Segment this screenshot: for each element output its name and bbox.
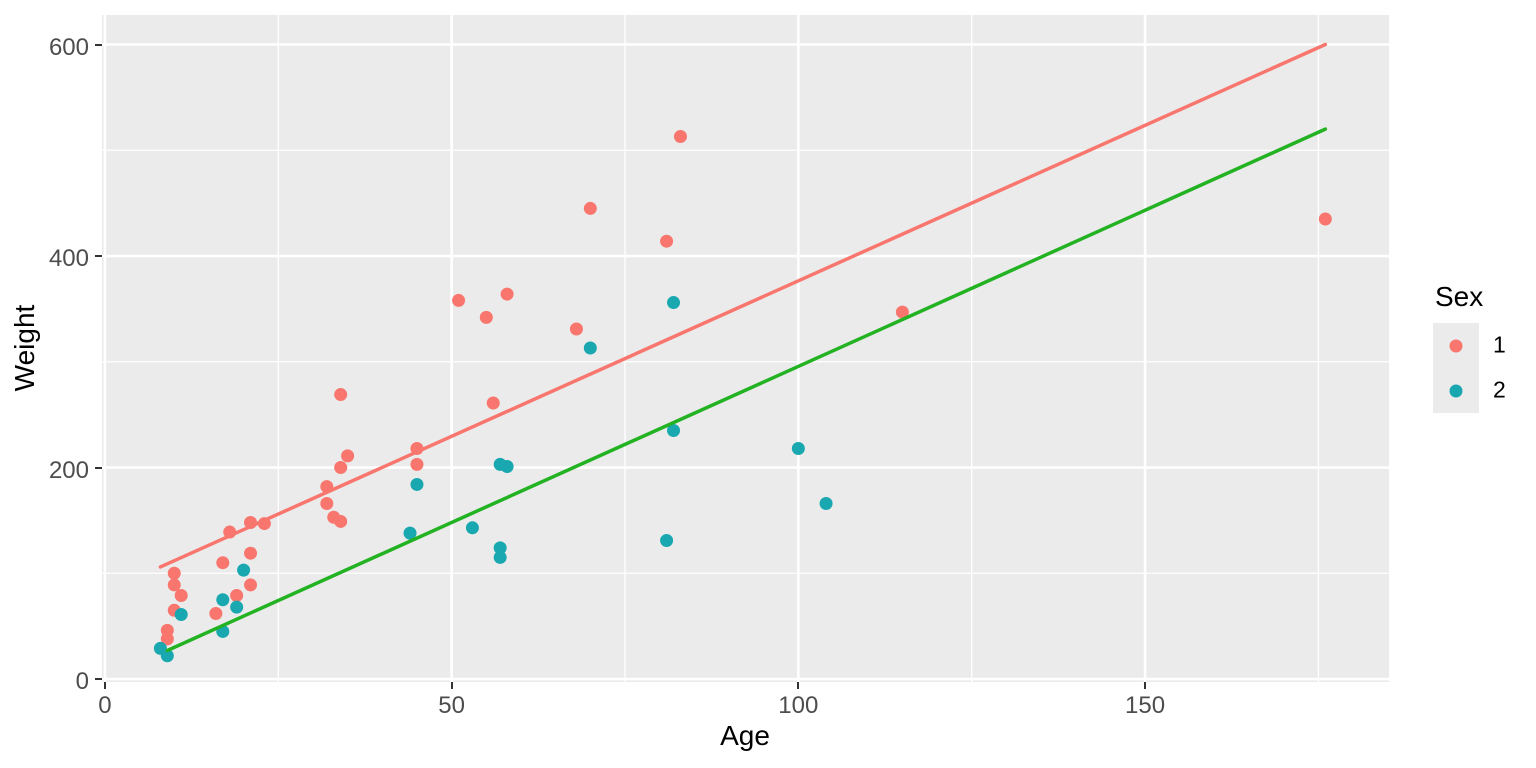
data-point-sex1 [209, 606, 223, 620]
y-tick-label: 200 [48, 456, 89, 484]
data-point-sex1 [486, 396, 500, 410]
data-point-sex1 [452, 293, 466, 307]
y-tick-label: 600 [48, 33, 89, 61]
legend-dot-sex2-icon [1449, 384, 1463, 397]
data-point-sex2 [819, 496, 833, 510]
data-point-sex2 [230, 600, 244, 614]
data-point-sex1 [1318, 212, 1332, 226]
x-tick-label: 100 [778, 692, 819, 719]
legend: Sex 1 2 [1389, 0, 1536, 768]
data-point-sex1 [174, 588, 188, 602]
legend-label-sex2: 2 [1493, 376, 1506, 403]
y-tick-mark [95, 255, 102, 258]
data-point-sex2 [493, 541, 507, 555]
data-point-sex2 [493, 550, 507, 564]
legend-title: Sex [1435, 281, 1484, 312]
data-point-sex2 [667, 296, 681, 310]
x-axis-title: Age [720, 720, 770, 751]
data-point-sex1 [216, 556, 230, 570]
data-point-sex1 [500, 287, 514, 301]
plot-panel [102, 15, 1389, 682]
data-point-sex1 [167, 578, 181, 592]
data-point-sex1 [320, 496, 334, 510]
legend-label-sex1: 1 [1493, 331, 1506, 358]
data-point-sex2 [174, 608, 188, 622]
data-point-sex1 [160, 623, 174, 637]
data-point-sex2 [160, 649, 174, 663]
data-point-sex1 [334, 461, 348, 475]
data-point-sex2 [791, 441, 805, 455]
data-point-sex1 [479, 310, 493, 324]
data-point-sex2 [500, 459, 514, 473]
chart-canvas [102, 15, 1389, 682]
x-tick-label: 50 [438, 692, 465, 719]
data-point-sex2 [465, 521, 479, 535]
y-tick-mark [95, 466, 102, 469]
y-tick-mark [95, 678, 102, 681]
x-tick-mark [450, 682, 453, 689]
data-point-sex1 [895, 305, 909, 319]
x-tick-mark [103, 682, 106, 689]
legend-dot-sex1-icon [1449, 339, 1463, 352]
data-point-sex1 [167, 566, 181, 580]
fit-line-sex1 [158, 42, 1328, 569]
data-point-sex1 [244, 578, 258, 592]
legend-key-sex1 [1433, 323, 1479, 368]
data-point-sex1 [334, 514, 348, 528]
data-point-sex2 [403, 526, 417, 540]
data-point-sex1 [410, 457, 424, 471]
legend-key-sex2 [1433, 368, 1479, 413]
data-point-sex2 [410, 477, 424, 491]
data-point-sex2 [216, 593, 230, 607]
y-axis-title: Weight [9, 304, 40, 392]
fit-line-sex2 [165, 127, 1328, 653]
data-point-sex1 [230, 588, 244, 602]
y-tick-label: 400 [48, 245, 89, 273]
data-point-sex2 [660, 533, 674, 547]
data-point-sex2 [583, 341, 597, 355]
y-tick-label: 0 [75, 668, 89, 696]
data-point-sex1 [660, 234, 674, 248]
data-point-sex1 [583, 201, 597, 215]
y-tick-mark [95, 43, 102, 46]
x-tick-mark [797, 682, 800, 689]
data-point-sex1 [673, 130, 687, 144]
data-point-sex2 [237, 563, 251, 577]
data-point-sex1 [569, 322, 583, 336]
data-point-sex1 [341, 449, 355, 463]
x-tick-mark [1144, 682, 1147, 689]
data-point-sex1 [334, 388, 348, 402]
data-point-sex2 [667, 424, 681, 438]
data-point-sex1 [244, 546, 258, 560]
x-tick-label: 0 [98, 692, 112, 719]
x-tick-label: 150 [1125, 692, 1166, 719]
